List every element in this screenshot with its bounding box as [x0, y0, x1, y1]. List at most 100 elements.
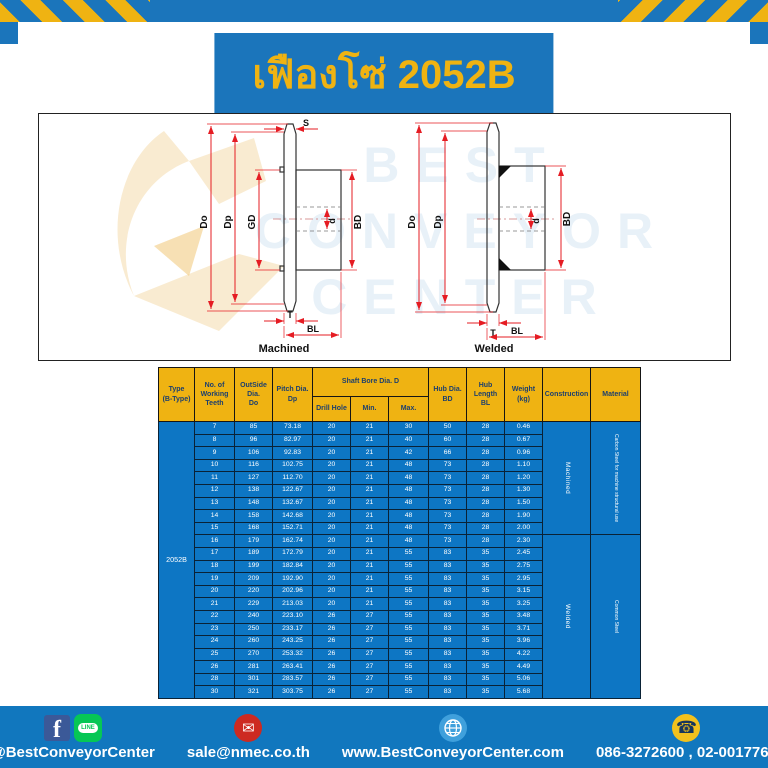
table-cell: 40 [387, 433, 430, 448]
dim-label-bd: BD [562, 212, 573, 226]
table-row: 18 199 182.84 20 21 55 83 35 2.75 [159, 559, 641, 574]
dim-label-s: S [303, 118, 309, 128]
social-handle-label[interactable]: @BestConveyorCenter [0, 743, 155, 761]
table-cell: 35 [466, 635, 506, 649]
table-cell: 2.45 [504, 546, 544, 561]
table-cell: 3.25 [504, 597, 544, 611]
col-header-pitch-dia: Pitch Dia. Dp [272, 367, 313, 422]
table-cell: 20 [194, 584, 235, 599]
facebook-icon[interactable]: f [43, 714, 70, 741]
table-row: 2052B 7 85 73.18 20 21 30 50 28 0.46 Machined Carbo… [158, 420, 642, 700]
dim-label-t: T [287, 310, 293, 320]
table-cell: 142.68 [272, 509, 313, 523]
table-cell: 28 [466, 458, 506, 473]
table-cell: 28 [466, 521, 506, 536]
table-row: 10 116 102.75 20 21 48 73 28 1.10 [159, 458, 641, 473]
table-cell: 27 [350, 685, 389, 700]
email-icon[interactable]: ✉ [234, 713, 263, 742]
table-cell: 3.48 [504, 609, 544, 624]
corner-tab-left [0, 22, 18, 44]
table-cell: 3.15 [504, 584, 544, 599]
material-cell: Common Steel [590, 534, 642, 700]
table-cell: 73 [428, 521, 468, 536]
table-cell: 10 [194, 458, 235, 473]
table-row: 14 158 142.68 20 21 48 73 28 1.90 [159, 509, 641, 523]
table-cell: 0.96 [504, 446, 544, 460]
dim-label-bd: BD [353, 215, 364, 229]
table-cell: 253.32 [272, 647, 313, 662]
table-cell: 35 [466, 660, 506, 674]
table-cell: 172.79 [272, 546, 313, 561]
table-cell: 21 [350, 559, 389, 574]
table-cell: 83 [428, 660, 468, 674]
table-cell: 73 [428, 483, 468, 498]
construction-cell: Welded [542, 534, 592, 700]
footer-website[interactable]: www.BestConveyorCenter.com [338, 713, 568, 761]
table-cell: 199 [234, 559, 273, 574]
table-cell: 13 [194, 496, 235, 511]
table-cell: 182.84 [272, 559, 313, 574]
phone-label[interactable]: 086-3272600 , 02-0017766 [595, 743, 768, 761]
table-cell: 152.71 [272, 521, 313, 536]
weld-mark [499, 166, 511, 178]
table-cell: 48 [387, 471, 430, 485]
weld-mark [499, 258, 511, 270]
dim-label-dp: Dp [433, 215, 444, 228]
table-cell: 55 [387, 609, 430, 624]
table-cell: 102.75 [272, 458, 313, 473]
table-cell: 27 [350, 635, 389, 649]
table-row: 23 250 233.17 26 27 55 83 35 3.71 [159, 622, 641, 637]
table-cell: 138 [234, 483, 273, 498]
spec-table: Type (B-Type) No. of Working Teeth OutSi… [158, 367, 642, 700]
table-cell: 20 [312, 559, 351, 574]
material-cell: Carbon Steel for machine structural use [590, 420, 642, 536]
table-cell: 20 [312, 584, 351, 599]
dim-label-t: T [490, 328, 496, 338]
table-cell: 301 [234, 672, 273, 687]
table-cell: 7 [194, 421, 235, 435]
table-cell: 24 [194, 635, 235, 649]
welded-caption: Welded [474, 343, 514, 355]
table-cell: 250 [234, 622, 273, 637]
table-cell: 42 [387, 446, 430, 460]
table-cell: 48 [387, 521, 430, 536]
line-icon[interactable]: LINE [73, 713, 102, 742]
table-cell: 260 [234, 635, 273, 649]
table-cell: 85 [234, 421, 273, 435]
table-cell: 14 [194, 509, 235, 523]
table-cell: 0.67 [504, 433, 544, 448]
table-cell: 48 [387, 496, 430, 511]
table-row: 8 96 82.97 20 21 40 60 28 0.67 [159, 433, 641, 448]
table-cell: 116 [234, 458, 273, 473]
table-cell: 26 [312, 622, 351, 637]
table-cell: 55 [387, 622, 430, 637]
table-cell: 21 [350, 421, 389, 435]
diagram-panel: BEST CONVEYOR CENTER S Do [38, 113, 731, 361]
globe-icon[interactable] [438, 713, 467, 742]
table-cell: 35 [466, 685, 506, 700]
table-cell: 168 [234, 521, 273, 536]
col-header-hub-dia: Hub Dia. BD [428, 367, 468, 422]
table-cell: 25 [194, 647, 235, 662]
email-label[interactable]: sale@nmec.co.th [186, 743, 310, 761]
col-header-drill-hole: Drill Hole [312, 396, 351, 422]
footer-email[interactable]: ✉ sale@nmec.co.th [183, 713, 314, 761]
table-cell: 179 [234, 534, 273, 548]
hub-outline [295, 169, 342, 271]
table-cell: 21 [350, 471, 389, 485]
col-header-hub-length: Hub Length BL [466, 367, 506, 422]
table-row: 9 106 92.83 20 21 42 66 28 0.96 [159, 446, 641, 460]
table-cell: 21 [194, 597, 235, 611]
footer-social[interactable]: f LINE @BestConveyorCenter [0, 713, 159, 761]
table-cell: 28 [466, 446, 506, 460]
col-header-max: Max. [387, 396, 430, 422]
table-cell: 20 [312, 597, 351, 611]
table-cell: 213.03 [272, 597, 313, 611]
footer-phone[interactable]: ☎ 086-3272600 , 02-0017766 [592, 713, 768, 761]
phone-icon[interactable]: ☎ [672, 713, 701, 742]
website-label[interactable]: www.BestConveyorCenter.com [341, 743, 564, 761]
table-row: 22 240 223.10 26 27 55 83 35 3.48 [159, 609, 641, 624]
table-cell: 83 [428, 546, 468, 561]
table-cell: 220 [234, 584, 273, 599]
